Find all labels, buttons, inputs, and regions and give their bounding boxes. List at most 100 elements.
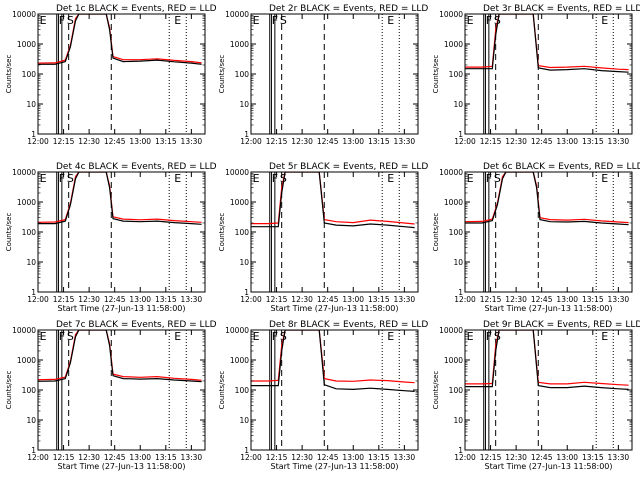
y-tick-label: 1: [244, 446, 249, 455]
x-tick-label: 12:45: [531, 137, 553, 146]
marker-letter: S: [67, 330, 74, 343]
x-tick-label: 13:15: [368, 137, 390, 146]
series-events-line: [465, 172, 629, 226]
x-tick-label: 12:15: [480, 295, 502, 304]
y-tick-label: 1: [458, 446, 463, 455]
x-tick-label: 13:30: [181, 137, 203, 146]
x-tick-label: 12:30: [291, 295, 313, 304]
y-tick-label: 10000: [225, 168, 249, 177]
y-tick-label: 100: [449, 386, 464, 395]
y-tick-label: 1: [31, 288, 36, 297]
y-tick-label: 1: [458, 130, 463, 139]
marker-letter: F: [486, 14, 492, 27]
x-tick-label: 13:15: [582, 137, 604, 146]
x-tick-label: 13:30: [394, 453, 416, 462]
marker-letter: E: [387, 172, 394, 185]
x-tick-label: 12:45: [531, 453, 553, 462]
marker-letter: E: [40, 330, 47, 343]
x-tick-label: 13:30: [181, 453, 203, 462]
x-tick-label: 12:45: [317, 137, 339, 146]
x-tick-label: 12:15: [266, 295, 288, 304]
x-tick-label: 12:15: [53, 453, 75, 462]
marker-letter: F: [272, 14, 278, 27]
y-axis-label: Counts/sec: [5, 371, 13, 410]
series-events-line: [38, 330, 202, 383]
x-tick-label: 12:45: [317, 453, 339, 462]
x-tick-label: 13:00: [556, 453, 578, 462]
y-tick-label: 1000: [444, 198, 463, 207]
x-tick-label: 13:00: [342, 137, 364, 146]
x-tick-label: 12:45: [317, 295, 339, 304]
y-tick-label: 10: [453, 258, 463, 267]
marker-letter: E: [467, 172, 474, 185]
x-tick-label: 12:30: [78, 137, 100, 146]
marker-letter: E: [467, 330, 474, 343]
panel-title: Det 9r BLACK = Events, RED = LLD: [483, 320, 640, 330]
x-tick-label: 12:30: [505, 295, 527, 304]
x-tick-label: 13:30: [608, 137, 630, 146]
y-axis-label: Counts/sec: [218, 213, 226, 252]
x-tick-label: 13:30: [608, 453, 630, 462]
x-tick-label: 12:15: [266, 137, 288, 146]
x-tick-label: 13:30: [608, 295, 630, 304]
y-tick-label: 100: [22, 386, 37, 395]
y-tick-label: 1000: [444, 40, 463, 49]
x-axis-label: Start Time (27-Jun-13 11:58:00): [485, 462, 613, 471]
marker-letter: F: [272, 330, 278, 343]
y-tick-label: 10: [239, 416, 249, 425]
marker-letter: E: [253, 172, 260, 185]
y-tick-label: 10000: [12, 326, 36, 335]
y-tick-label: 1: [31, 130, 36, 139]
y-axis-label: Counts/sec: [5, 55, 13, 94]
panel-title: Det 1c BLACK = Events, RED = LLD: [56, 4, 217, 14]
x-tick-label: 12:15: [53, 295, 75, 304]
plot-frame: [37, 329, 206, 451]
x-tick-label: 12:45: [104, 295, 126, 304]
x-tick-label: 12:45: [104, 137, 126, 146]
y-tick-label: 100: [22, 228, 37, 237]
x-tick-label: 13:15: [368, 453, 390, 462]
plot-frame: [37, 171, 206, 293]
y-tick-label: 1000: [230, 40, 249, 49]
panel-title: Det 6c BLACK = Events, RED = LLD: [483, 162, 640, 172]
y-tick-label: 1: [244, 288, 249, 297]
x-tick-label: 12:00: [454, 295, 476, 304]
x-tick-label: 12:00: [240, 137, 262, 146]
x-tick-label: 12:30: [505, 137, 527, 146]
x-tick-label: 13:15: [155, 295, 177, 304]
y-tick-label: 1000: [17, 40, 36, 49]
x-tick-label: 12:30: [505, 453, 527, 462]
y-tick-label: 1: [458, 288, 463, 297]
marker-letter: E: [253, 330, 260, 343]
x-axis-label: Start Time (27-Jun-13 11:58:00): [58, 462, 186, 471]
x-tick-label: 12:45: [104, 453, 126, 462]
x-tick-label: 13:00: [556, 295, 578, 304]
y-tick-label: 10000: [439, 168, 463, 177]
y-tick-label: 10: [239, 100, 249, 109]
x-tick-label: 13:00: [129, 137, 151, 146]
x-tick-label: 12:15: [53, 137, 75, 146]
x-tick-label: 13:00: [342, 295, 364, 304]
marker-letter: F: [486, 330, 492, 343]
x-tick-label: 13:00: [342, 453, 364, 462]
y-tick-label: 1: [244, 130, 249, 139]
y-tick-label: 100: [235, 70, 250, 79]
marker-letter: E: [387, 14, 394, 27]
x-tick-label: 12:00: [27, 453, 49, 462]
y-axis-label: Counts/sec: [432, 371, 440, 410]
series-events-line: [38, 14, 202, 65]
x-tick-label: 12:30: [78, 453, 100, 462]
x-tick-label: 12:15: [266, 453, 288, 462]
marker-letter: F: [59, 330, 65, 343]
x-tick-label: 13:00: [129, 295, 151, 304]
y-tick-label: 10000: [225, 10, 249, 19]
x-tick-label: 13:30: [394, 137, 416, 146]
